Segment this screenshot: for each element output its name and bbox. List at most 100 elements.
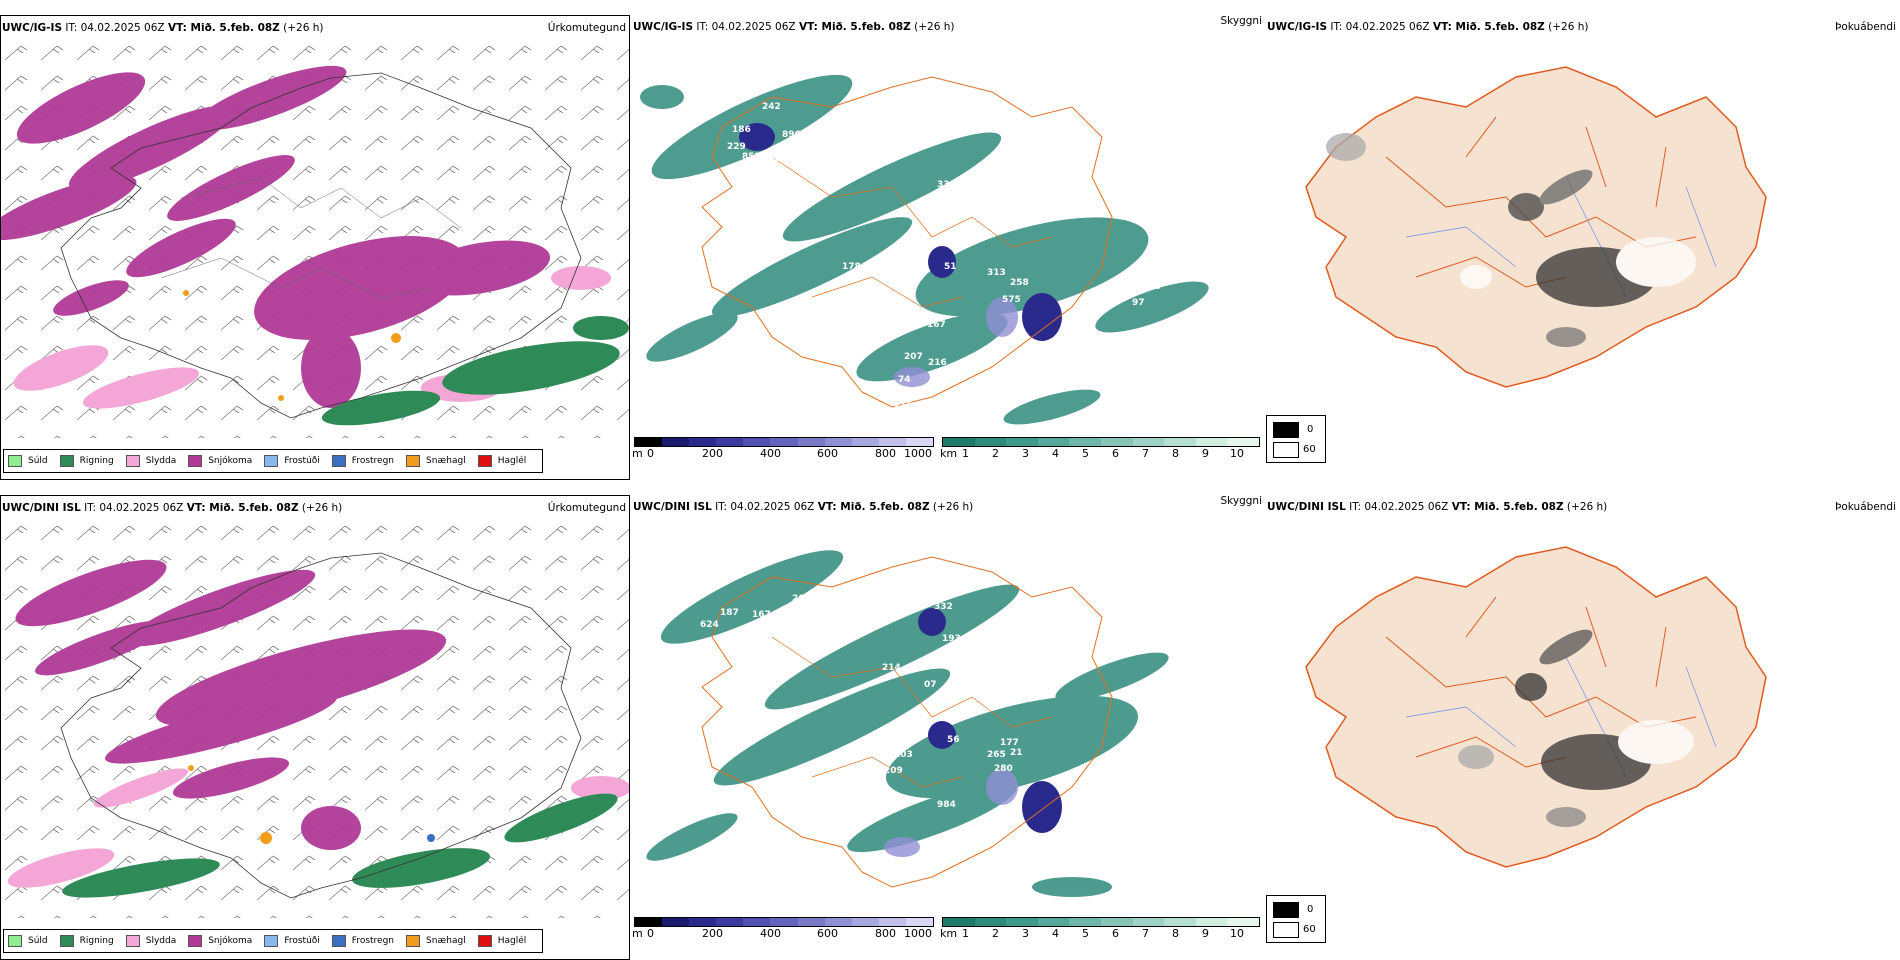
precip-legend: Súld Rigning Slydda Snjókoma Frostúði Fr… (3, 449, 544, 473)
panel-header: UWC/IG-IS IT: 04.02.2025 06Z VT: Mið. 5.… (1267, 21, 1589, 33)
legend-swatch (125, 455, 140, 467)
fog-legend-dark-swatch (1273, 422, 1299, 438)
visibility-value-label: 242 (762, 102, 781, 112)
legend-item: Haglél (477, 455, 526, 467)
fog-legend-dark-swatch (1273, 902, 1299, 918)
fog-map (1305, 546, 1767, 868)
legend-swatch (264, 935, 279, 947)
visibility-value-label: 942 (922, 195, 941, 205)
visibility-value-label: 106 (1142, 282, 1161, 292)
legend-swatch (8, 935, 22, 947)
colorbar-segment (716, 918, 744, 926)
visibility-value-label: 108 (1122, 282, 1141, 292)
visibility-panel-bottom: UWC/DINI ISL IT: 04.02.2025 06Z VT: Mið.… (632, 495, 1262, 960)
colorbar-segment (905, 918, 934, 926)
colorbar-segment (1227, 438, 1259, 446)
legend-swatch (188, 455, 203, 467)
legend-item: Súld (8, 935, 48, 947)
legend-swatch (477, 935, 492, 947)
panel-header: UWC/DINI ISL IT: 04.02.2025 06Z VT: Mið.… (1267, 501, 1608, 513)
legend-swatch (406, 455, 421, 467)
visibility-value-label: 284 (872, 258, 891, 268)
legend-swatch (125, 935, 140, 947)
legend-swatch (59, 935, 74, 947)
precip-type-map (1, 518, 629, 918)
legend-item: Súld (8, 455, 48, 467)
legend-swatch (477, 455, 492, 467)
visibility-value-label: 858 (742, 152, 761, 162)
legend-item: Frostúði (264, 935, 320, 947)
visibility-value-label: 21 (1010, 748, 1023, 758)
visibility-value-label: 161 (967, 196, 986, 206)
colorbar-segment (770, 918, 798, 926)
colorbar-segment (716, 438, 744, 446)
colorbar-segment (1164, 918, 1196, 926)
visibility-value-label: 349 (787, 630, 806, 640)
visibility-value-label: 896 (782, 130, 801, 140)
legend-item: Frostregn (331, 455, 394, 467)
visibility-panel-top: UWC/IG-IS IT: 04.02.2025 06Z VT: Mið. 5.… (632, 15, 1262, 480)
colorbar-segment (1100, 438, 1133, 446)
colorbar-segment (662, 438, 690, 446)
visibility-value-label: 575 (1002, 295, 1021, 305)
colorbar-segment (1132, 438, 1165, 446)
visibility-value-label: 265 (987, 750, 1006, 760)
visibility-value-label: 379 (828, 776, 847, 786)
precip-type-panel-bottom: UWC/DINI ISL IT: 04.02.2025 06Z VT: Mið.… (0, 495, 630, 960)
visibility-value-label: 35 (1058, 342, 1071, 352)
precip-legend: Súld Rigning Slydda Snjókoma Frostúði Fr… (3, 929, 544, 953)
legend-item: Frostúði (264, 455, 320, 467)
visibility-value-label: 209 (884, 766, 903, 776)
colorbar-segment (1195, 918, 1228, 926)
legend-item: Frostregn (331, 935, 394, 947)
visibility-value-label: 193 (942, 634, 961, 644)
fog-map (1305, 66, 1767, 388)
visibility-numbers: 242 186 229 896 880 858 308 885 400 338 942 161 178 2… (702, 102, 1225, 415)
legend-item: Slydda (125, 455, 176, 467)
panel-header: UWC/IG-IS IT: 04.02.2025 06Z VT: Mið. 5.… (633, 21, 955, 33)
visibility-value-label: 151 (900, 908, 919, 917)
colorbar-segment (797, 438, 825, 446)
panel-title: Skyggni (1220, 15, 1263, 27)
colorbar-segment (689, 918, 717, 926)
colorbar-segment (1227, 918, 1259, 926)
visibility-value-label: 167 (927, 320, 946, 330)
colorbar-segment (743, 918, 771, 926)
legend-item: Rigning (59, 455, 114, 467)
visibility-value-label: 258 (1010, 278, 1029, 288)
legend-swatch (331, 455, 346, 467)
visibility-value-label: 178 (842, 262, 861, 272)
legend-item: Snjókoma (188, 935, 252, 947)
legend-swatch (188, 935, 203, 947)
panel-header: UWC/DINI ISL IT: 04.02.2025 06Z VT: Mið.… (2, 502, 343, 514)
visibility-value-label: 07 (924, 680, 937, 690)
colorbar-segment (770, 438, 798, 446)
colorbar-segment (1006, 438, 1038, 446)
visibility-value-label: 187 (720, 608, 739, 618)
visibility-value-label: 229 (727, 142, 746, 152)
visibility-value-label: 338 (937, 180, 956, 190)
legend-item: Haglél (477, 935, 526, 947)
visibility-km-colorbar: km 1 2 3 4 5 6 7 8 9 10 (940, 437, 1260, 460)
visibility-value-label: 194 (880, 329, 899, 339)
visibility-value-label: 280 (994, 764, 1013, 774)
visibility-value-label: 408 (862, 332, 881, 342)
colorbar-segment (635, 918, 663, 926)
visibility-value-label: 29 (1064, 836, 1077, 846)
visibility-value-label: 05 (872, 738, 885, 748)
visibility-km-colorbar: km 1 2 3 4 5 6 7 8 9 10 (940, 917, 1260, 940)
visibility-value-label: 56 (947, 735, 960, 745)
colorbar-segment (851, 918, 879, 926)
legend-swatch (264, 455, 279, 467)
colorbar-segment (797, 918, 825, 926)
colorbar-segment (851, 438, 879, 446)
fog-legend-light-swatch (1273, 922, 1299, 938)
colorbar-segment (1069, 438, 1101, 446)
colorbar-segment (743, 438, 771, 446)
visibility-value-label: 992 (750, 628, 769, 638)
visibility-value-label: 313 (987, 268, 1006, 278)
fog-legend-light-swatch (1273, 442, 1299, 458)
colorbar-segment (878, 918, 906, 926)
